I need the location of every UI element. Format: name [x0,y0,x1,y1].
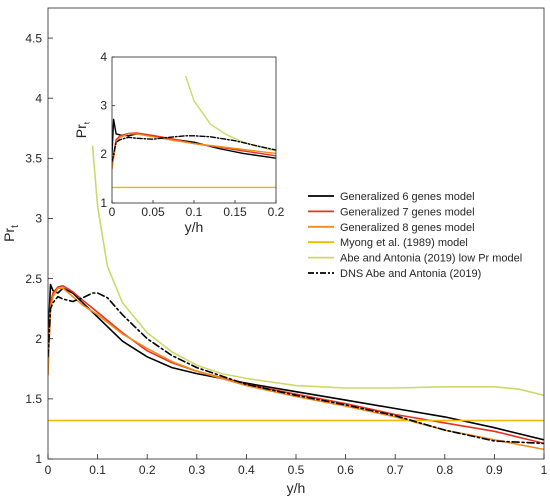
inset-x-tick-label: 0.15 [223,205,247,219]
main-y-tick-label: 4.5 [25,31,42,45]
main-series-line-2 [48,287,544,451]
inset-series-line-5 [112,135,276,163]
inset-series-line-1 [112,132,276,165]
main-x-tick-label: 0.8 [436,463,453,477]
legend-label-3: Myong et al. (1989) model [340,237,468,249]
main-y-axis-text: Prt [1,225,21,242]
inset-x-tick-label: 0.1 [186,205,203,219]
main-y-tick-label: 3.5 [25,152,42,166]
legend-label-1: Generalized 7 genes model [340,206,475,218]
inset-chart: 0 0.05 0.1 0.15 0.2 1 2 3 4 y/h Prt [73,50,285,235]
inset-y-tick-label: 3 [100,99,107,113]
inset-series-group [112,75,276,189]
main-y-tick-label: 2 [35,332,42,346]
main-x-tick-label: 0.5 [288,463,305,477]
legend-label-5: DNS Abe and Antonia (2019) [340,268,481,280]
legend-label-4: Abe and Antonia (2019) low Pr model [340,253,522,265]
main-series-line-1 [48,284,544,445]
main-x-tick-label: 0.7 [387,463,404,477]
main-y-axis-sub: t [10,225,21,228]
main-x-tick-label: 0.1 [89,463,106,477]
main-series-line-5 [48,292,544,445]
main-x-tick-label: 0.2 [139,463,156,477]
main-series-group [48,145,544,451]
inset-x-axis-label: y/h [185,219,204,235]
legend-label-0: Generalized 6 genes model [340,191,475,203]
main-x-tick-label: 0.9 [486,463,503,477]
inset-y-axis-text: Prt [73,121,92,138]
main-y-tick-label: 1.5 [25,392,42,406]
main-series-line-4 [91,145,544,397]
legend-label-2: Generalized 8 genes model [340,222,475,234]
main-y-tick-label: 4 [35,91,42,105]
inset-y-tick-label: 1 [100,196,107,210]
main-x-tick-label: 0 [45,463,52,477]
inset-y-tick-label: 4 [100,50,107,64]
inset-series-line-2 [112,133,276,170]
main-y-tick-label: 2.5 [25,272,42,286]
inset-y-axis-main: Pr [73,124,89,138]
inset-y-axis-label: Prt [73,121,92,138]
inset-y-tick-label: 2 [100,147,107,161]
inset-y-axis-sub: t [82,121,92,124]
main-y-axis-main: Pr [1,228,17,242]
main-x-tick-label: 0.6 [337,463,354,477]
inset-x-tick-label: 0.05 [141,205,165,219]
main-x-tick-label: 0.4 [238,463,255,477]
main-y-tick-label: 1 [35,452,42,466]
main-x-axis-label: y/h [287,480,306,496]
main-series-line-0 [48,283,544,441]
inset-x-tick-label: 0.2 [268,205,285,219]
main-x-tick-label: 0.3 [188,463,205,477]
legend: Generalized 6 genes model Generalized 7 g… [305,186,522,286]
main-x-tick-label: 1 [541,463,548,477]
inset-plot-area [112,57,276,203]
inset-x-tick-label: 0 [109,205,116,219]
legend-box [305,186,495,286]
main-y-axis-label: Prt [1,225,21,242]
main-y-tick-label: 3 [35,212,42,226]
